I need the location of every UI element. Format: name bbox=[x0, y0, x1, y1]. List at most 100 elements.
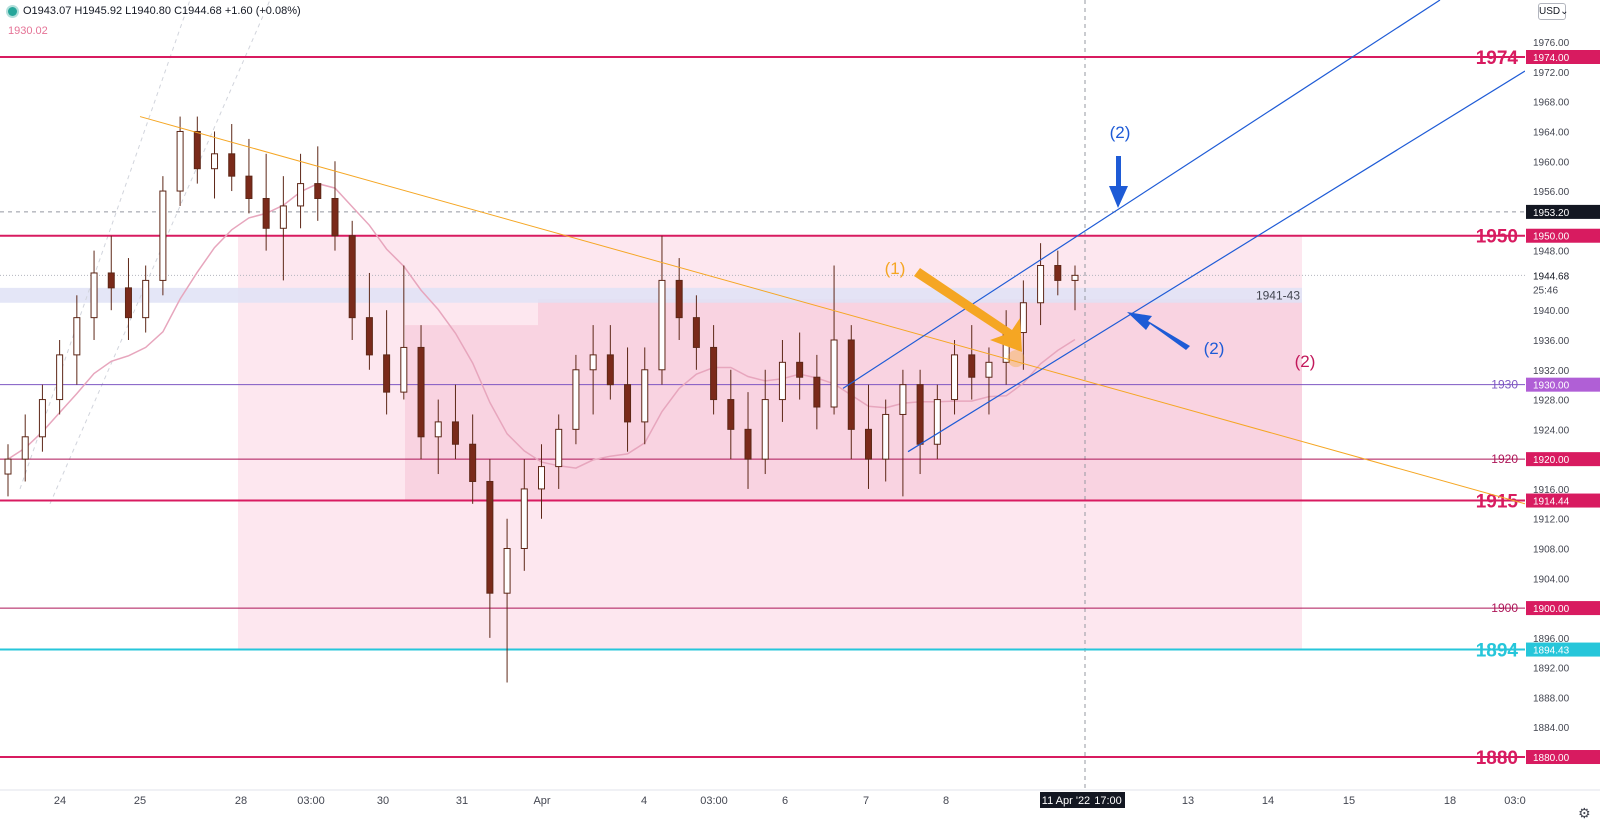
candle-body bbox=[882, 413, 890, 460]
range-zones: 1941-43 bbox=[0, 235, 1302, 650]
candle-body bbox=[813, 376, 821, 408]
candle-body bbox=[916, 384, 924, 445]
level-label-1950: 1950 bbox=[1476, 227, 1518, 248]
annotation-2-top: (2) bbox=[1110, 123, 1131, 142]
candle-body bbox=[503, 548, 511, 594]
currency-selector[interactable]: USD⌄ bbox=[1538, 3, 1569, 20]
time-axis-background bbox=[0, 790, 1600, 826]
time-tick-label: 30 bbox=[377, 795, 389, 807]
candle-body bbox=[796, 361, 804, 378]
blue-arrow-down bbox=[1109, 156, 1128, 208]
level-label-1900: 1900 bbox=[1491, 601, 1518, 615]
breakout-circle bbox=[1007, 350, 1025, 368]
candle-body bbox=[451, 421, 459, 445]
time-tick-label: 4 bbox=[641, 795, 647, 807]
price-tag-1894: 1894.43 bbox=[1533, 646, 1570, 657]
candle-body bbox=[38, 399, 46, 438]
price-tick-label: 1924.00 bbox=[1533, 425, 1570, 436]
level-label-1974: 1974 bbox=[1476, 48, 1519, 69]
candle-body bbox=[417, 346, 425, 438]
settings-gear-icon[interactable]: ⚙ bbox=[1578, 805, 1591, 821]
candle-body bbox=[434, 421, 442, 438]
price-tick-label: 1888.00 bbox=[1533, 693, 1570, 704]
candle-body bbox=[985, 361, 993, 378]
crosshair-time-bg bbox=[1091, 792, 1125, 808]
candle-body bbox=[555, 428, 563, 468]
time-tick-label: 11 Apr '22 bbox=[1042, 795, 1090, 807]
zone-label: 1941-43 bbox=[1256, 288, 1300, 302]
fib-dashed-line-1 bbox=[19, 0, 191, 490]
candle-body bbox=[228, 153, 236, 177]
currency-label: USD bbox=[1539, 6, 1561, 17]
candle-body bbox=[899, 384, 907, 415]
candle-body bbox=[365, 317, 373, 356]
price-tag-1900-bg bbox=[1526, 601, 1600, 616]
candle-body bbox=[1054, 265, 1062, 281]
price-tick-label: 1908.00 bbox=[1533, 545, 1570, 556]
price-tick-label: 1972.00 bbox=[1533, 68, 1570, 79]
price-tick-label: 1976.00 bbox=[1533, 38, 1570, 49]
price-tag-1894-bg bbox=[1526, 642, 1600, 657]
time-tick-label: 7 bbox=[863, 795, 869, 807]
price-axis-background bbox=[1525, 0, 1600, 790]
downtrend-line bbox=[139, 116, 1526, 505]
candle-body bbox=[624, 384, 632, 423]
price-tag-1920: 1920.00 bbox=[1533, 455, 1570, 466]
candle-body bbox=[159, 190, 167, 281]
channel-upper-line bbox=[842, 0, 1441, 389]
price-tag-1950: 1950.00 bbox=[1533, 232, 1570, 243]
candle-body bbox=[641, 369, 649, 423]
candle-body bbox=[538, 466, 545, 490]
candle-body bbox=[968, 354, 976, 378]
candle-body bbox=[73, 317, 81, 356]
price-tag-1974-bg bbox=[1526, 50, 1600, 64]
candle-body bbox=[933, 399, 941, 445]
price-tick-label: 1948.00 bbox=[1533, 247, 1570, 258]
candle-body bbox=[675, 279, 683, 319]
horizontal-levels: 1974 1950 1930 1920 1915 1900 1894 1880 bbox=[0, 48, 1525, 769]
price-tick-label: 1936.00 bbox=[1533, 336, 1570, 347]
time-tick-label: 28 bbox=[235, 795, 247, 807]
candle-body bbox=[778, 361, 786, 401]
price-tag-1930: 1930.00 bbox=[1533, 381, 1570, 392]
price-tag-1974: 1974.00 bbox=[1533, 53, 1570, 64]
time-tick-label: 25 bbox=[134, 795, 146, 807]
countdown-label: 25:46 bbox=[1533, 285, 1558, 296]
candle-body bbox=[279, 205, 287, 229]
time-tick-label: 03:00 bbox=[297, 795, 325, 807]
candle-body bbox=[1037, 265, 1045, 304]
annotation-1: (1) bbox=[885, 259, 906, 278]
price-tick-label: 1928.00 bbox=[1533, 396, 1570, 407]
price-tag-1950-bg bbox=[1526, 228, 1600, 243]
time-tick-label: 03:0 bbox=[1504, 795, 1525, 807]
symbol-status-icon bbox=[8, 6, 17, 16]
price-tag-1915: 1914.44 bbox=[1533, 497, 1570, 508]
current-price-label: 1944.68 bbox=[1533, 271, 1570, 282]
price-tag-1880-bg bbox=[1526, 750, 1600, 765]
time-tick-label: 13 bbox=[1182, 795, 1194, 807]
candle-body bbox=[830, 339, 838, 408]
time-tick-label: 17:00 bbox=[1094, 795, 1122, 807]
price-tick-label: 1892.00 bbox=[1533, 664, 1570, 675]
price-tag-1915-bg bbox=[1526, 493, 1600, 508]
candle-body bbox=[761, 399, 769, 460]
price-tag-1900: 1900.00 bbox=[1533, 604, 1570, 615]
price-tick-label: 1932.00 bbox=[1533, 366, 1570, 377]
price-axis: 1976.00 1972.00 1968.00 1964.00 1960.00 1956.… bbox=[1525, 0, 1600, 790]
candle-body bbox=[21, 436, 29, 460]
candle-body bbox=[176, 130, 184, 192]
time-tick-label: 14 bbox=[1262, 795, 1274, 807]
crosshair-price-tag-bg bbox=[1526, 204, 1600, 219]
price-tick-label: 1896.00 bbox=[1533, 634, 1570, 645]
candle-body bbox=[572, 369, 580, 430]
price-tick-label: 1968.00 bbox=[1533, 98, 1570, 109]
candle-body bbox=[211, 153, 219, 170]
candle-body bbox=[1019, 302, 1027, 334]
candle-body bbox=[589, 354, 597, 371]
time-tick-label: 18 bbox=[1444, 795, 1456, 807]
time-axis: 24 25 28 03:00 30 31 Apr 4 03:00 6 7 8 11 Apr '22 17:… bbox=[0, 789, 1600, 826]
candle-body bbox=[142, 279, 150, 319]
channel-lower-line bbox=[907, 70, 1526, 453]
price-tick-label: 1940.00 bbox=[1533, 306, 1570, 317]
